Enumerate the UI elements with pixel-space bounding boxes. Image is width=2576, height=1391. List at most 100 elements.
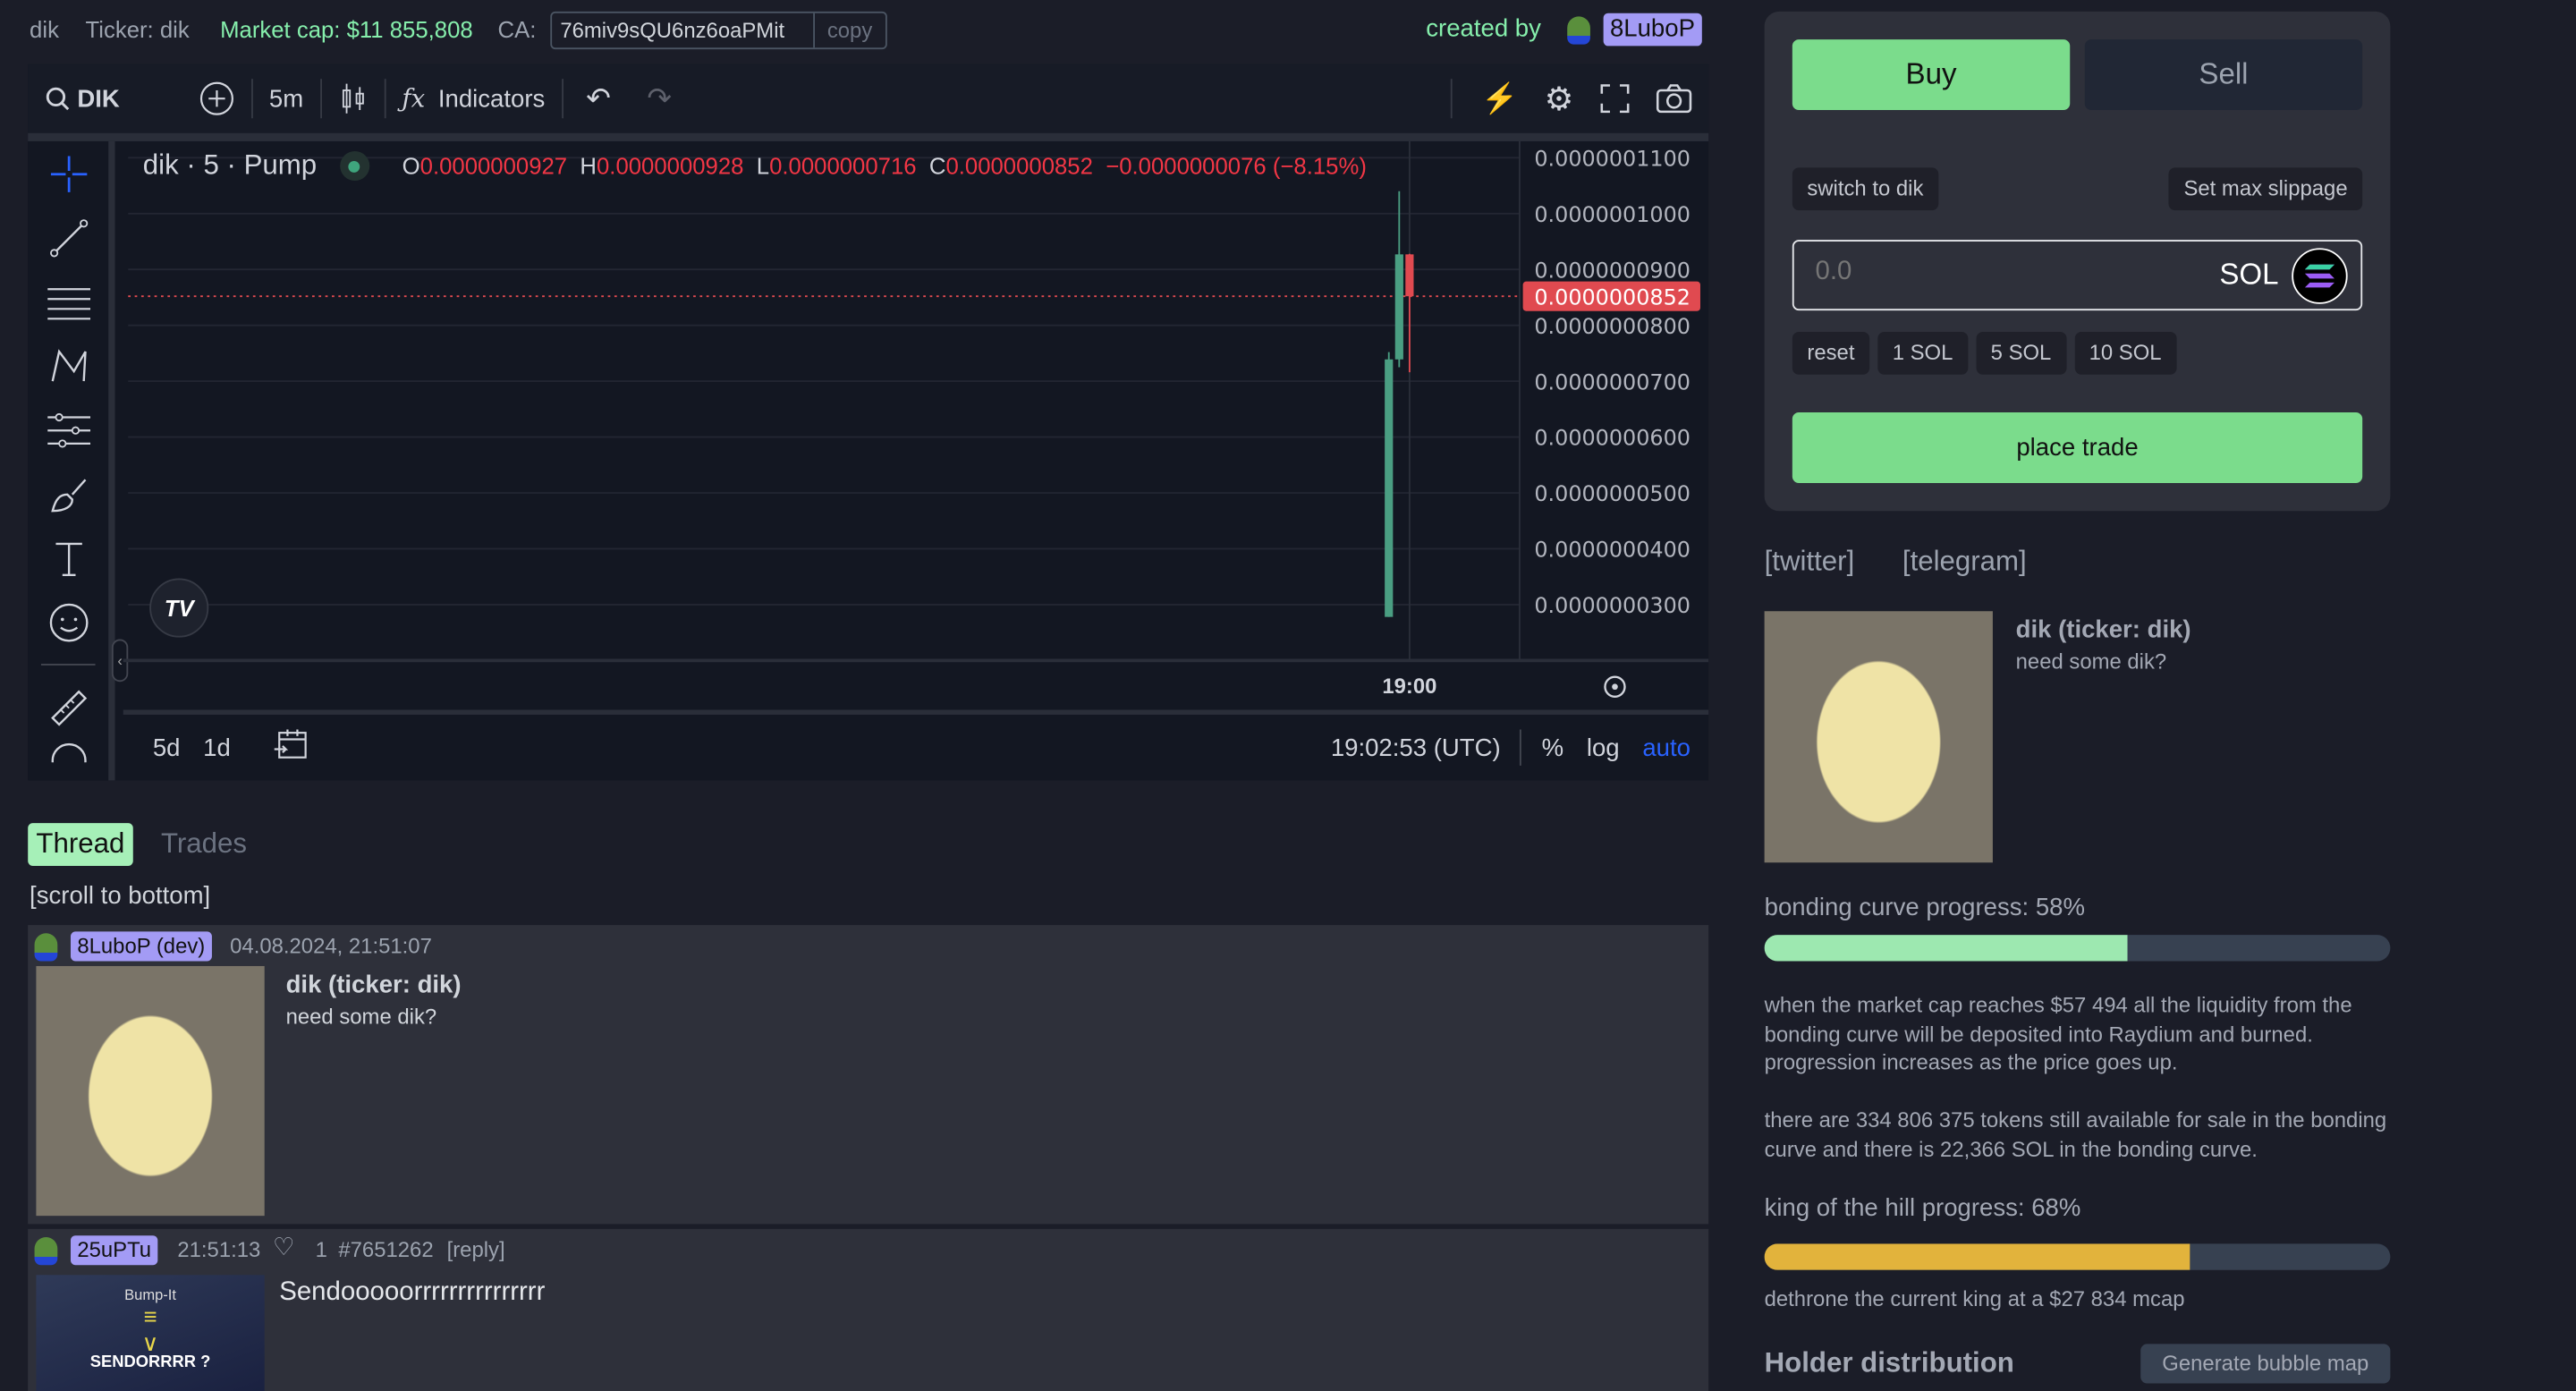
trendline-tool[interactable] xyxy=(28,206,108,270)
amount-input[interactable]: SOL xyxy=(1792,240,2363,311)
text-tool[interactable] xyxy=(28,526,108,590)
like-heart-icon[interactable]: ♡ xyxy=(272,1234,295,1262)
forecast-icon xyxy=(47,412,90,447)
redo-icon[interactable]: ↷ xyxy=(647,81,673,115)
y-tick-label: 0.0000000700 xyxy=(1534,369,1690,394)
copy-button[interactable]: copy xyxy=(812,13,886,48)
amount-field[interactable] xyxy=(1815,258,2144,288)
post-username[interactable]: 25uPTu xyxy=(70,1235,158,1266)
chart-bottom-bar: 5d 1d 19:02:53 (UTC) % log auto xyxy=(123,709,1709,780)
indicators-button[interactable]: ƒx Indicators xyxy=(402,84,545,114)
price-chart[interactable]: DIK 5m ƒx Indicators ↶ ↷ ⚡ ⚙ ‹ 0.00000011… xyxy=(28,64,1709,781)
post-image[interactable]: Bump-It ≡ ∨ SENDORRRR ? xyxy=(36,1275,265,1391)
brush-tool[interactable] xyxy=(28,462,108,526)
tab-trades[interactable]: Trades xyxy=(160,827,248,860)
post-body: need some dik? xyxy=(285,1004,437,1029)
quick-search-icon[interactable]: ⚡ xyxy=(1481,81,1519,115)
thread-post: 8LuboP (dev) 04.08.2024, 21:51:07 dik (t… xyxy=(28,925,1709,1225)
zoom-icon xyxy=(50,742,86,763)
bonding-info: when the market cap reaches $57 494 all … xyxy=(1764,992,2352,1075)
king-progress-label: king of the hill progress: 68% xyxy=(1764,1194,2081,1223)
high-value: 0.0000000928 xyxy=(597,152,744,180)
brush-icon xyxy=(50,478,86,512)
last-price-tag xyxy=(1522,281,1700,311)
y-tick-label: 0.0000000300 xyxy=(1534,593,1690,618)
chart-type-button[interactable] xyxy=(338,82,368,115)
quick-1-sol[interactable]: 1 SOL xyxy=(1877,332,1968,375)
change-value: −0.0000000076 (−8.15%) xyxy=(1106,152,1367,180)
fullscreen-icon[interactable] xyxy=(1600,84,1630,114)
fib-icon xyxy=(47,287,90,319)
generate-bubble-map-button[interactable]: Generate bubble map xyxy=(2140,1344,2391,1384)
range-1d[interactable]: 1d xyxy=(203,734,231,762)
interval-button[interactable]: 5m xyxy=(268,84,304,113)
king-progress-fill xyxy=(1764,1243,2190,1270)
chart-toolbar: DIK 5m ƒx Indicators ↶ ↷ ⚡ ⚙ xyxy=(28,64,1709,133)
bonding-progress-label: bonding curve progress: 58% xyxy=(1764,894,2086,922)
last-price-label: 0.0000000852 xyxy=(1534,284,1690,310)
undo-icon[interactable]: ↶ xyxy=(586,81,611,115)
creator-badge[interactable]: 8LuboP xyxy=(1603,13,1702,47)
log-toggle[interactable]: log xyxy=(1586,734,1620,762)
zoom-tool[interactable] xyxy=(28,740,108,773)
max-slippage-button[interactable]: Set max slippage xyxy=(2168,167,2363,211)
contract-address-field[interactable]: 76miv9sQU6nz6oaPMit copy xyxy=(550,11,887,50)
reset-button[interactable]: reset xyxy=(1792,332,1869,375)
pattern-icon xyxy=(50,348,86,381)
quick-10-sol[interactable]: 10 SOL xyxy=(2074,332,2177,375)
buy-tab[interactable]: Buy xyxy=(1792,39,2071,111)
l-label: L xyxy=(756,152,770,180)
emoji-tool[interactable] xyxy=(28,589,108,654)
legend-title: dik · 5 · Pump xyxy=(142,149,318,182)
solana-icon xyxy=(2292,248,2348,304)
crosshair-tool[interactable] xyxy=(28,141,108,206)
h-label: H xyxy=(580,152,597,180)
trade-panel: Buy Sell switch to dik Set max slippage … xyxy=(1764,11,2391,512)
token-name: dik xyxy=(30,16,59,43)
auto-toggle[interactable]: auto xyxy=(1642,734,1690,762)
sell-tab[interactable]: Sell xyxy=(2084,39,2363,111)
y-tick-label: 0.0000000400 xyxy=(1534,538,1690,563)
y-tick-label: 0.0000000600 xyxy=(1534,426,1690,451)
drawing-toolbar xyxy=(28,140,115,781)
fx-icon: ƒx xyxy=(402,83,426,114)
telegram-link[interactable]: [telegram] xyxy=(1902,545,2027,577)
ca-value[interactable]: 76miv9sQU6nz6oaPMit xyxy=(560,18,785,43)
post-username[interactable]: 8LuboP (dev) xyxy=(70,931,212,962)
goto-date-icon[interactable] xyxy=(274,728,309,768)
user-avatar xyxy=(34,933,58,962)
divider xyxy=(250,79,253,119)
market-cap: Market cap: $11 855,808 xyxy=(220,16,473,43)
reply-link[interactable]: [reply] xyxy=(446,1237,505,1262)
token-image[interactable] xyxy=(36,965,265,1217)
chart-legend: dik · 5 · Pump O0.0000000927 H0.00000009… xyxy=(143,149,1367,182)
camera-icon[interactable] xyxy=(1656,84,1692,114)
percent-toggle[interactable]: % xyxy=(1541,734,1564,762)
tab-thread[interactable]: Thread xyxy=(28,823,133,866)
scroll-to-bottom-link[interactable]: [scroll to bottom] xyxy=(30,882,211,911)
utc-clock[interactable]: 19:02:53 (UTC) xyxy=(1330,734,1501,762)
measure-tool[interactable] xyxy=(28,675,108,740)
place-trade-button[interactable]: place trade xyxy=(1792,412,2363,483)
quick-5-sol[interactable]: 5 SOL xyxy=(1976,332,2066,375)
axis-settings-icon-dot xyxy=(1612,683,1618,691)
post-body: Sendooooorrrrrrrrrrrrrrr xyxy=(279,1277,546,1307)
twitter-link[interactable]: [twitter] xyxy=(1764,545,1855,577)
range-5d[interactable]: 5d xyxy=(152,734,181,762)
axis-settings-icon[interactable] xyxy=(1604,675,1626,698)
chart-plot[interactable]: 0.00000011000.00000010000.00000009000.00… xyxy=(28,64,1709,781)
symbol-search[interactable]: DIK xyxy=(45,85,120,113)
y-tick-label: 0.0000000500 xyxy=(1534,481,1690,506)
fib-tool[interactable] xyxy=(28,269,108,334)
symbol-label: DIK xyxy=(77,84,120,113)
settings-icon[interactable]: ⚙ xyxy=(1544,81,1574,118)
tradingview-logo-icon[interactable]: TV xyxy=(149,578,209,638)
created-by-label: created by xyxy=(1426,14,1541,43)
plus-circle-icon xyxy=(199,81,233,115)
compare-button[interactable] xyxy=(199,81,234,116)
trendline-icon xyxy=(49,218,88,257)
y-tick-label: 0.0000000900 xyxy=(1534,258,1690,283)
pattern-tool[interactable] xyxy=(28,334,108,398)
prediction-tool[interactable] xyxy=(28,397,108,462)
switch-token-button[interactable]: switch to dik xyxy=(1792,167,1938,211)
